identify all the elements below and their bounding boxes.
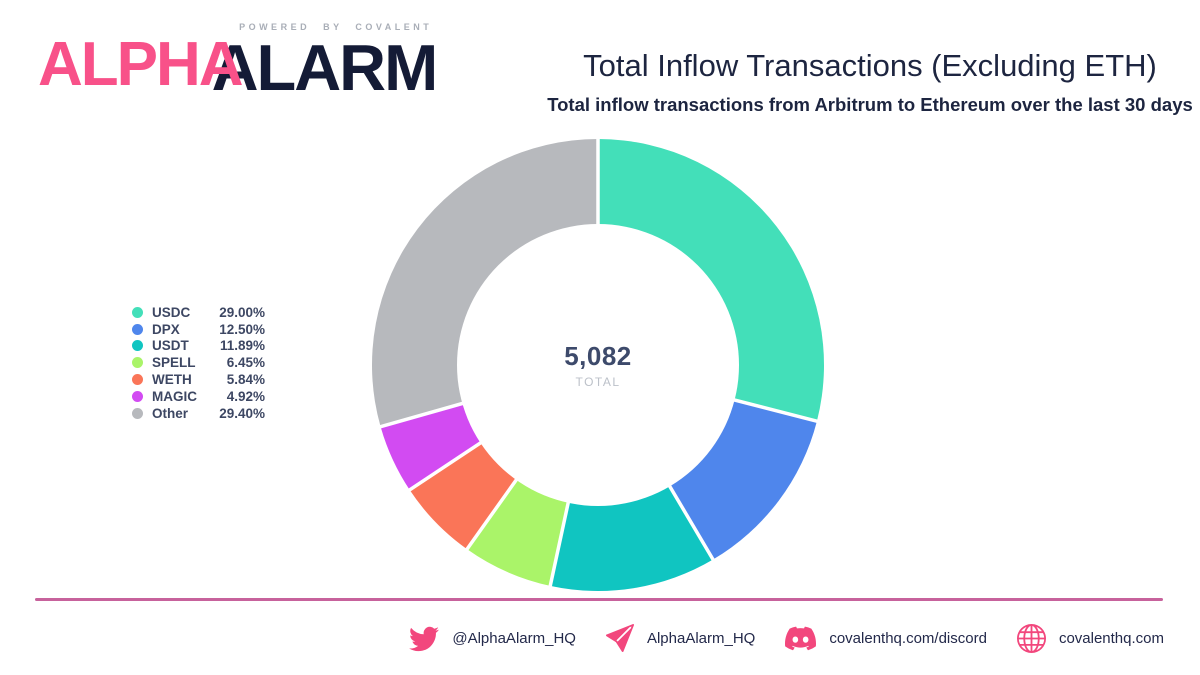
- page-subtitle: Total inflow transactions from Arbitrum …: [547, 94, 1193, 115]
- donut-hole: [457, 224, 739, 506]
- legend-label: USDC: [152, 304, 191, 320]
- legend-value: 5.84%: [226, 372, 265, 388]
- legend-swatch: [132, 407, 143, 419]
- legend-swatch: [132, 357, 143, 369]
- telegram-icon: [605, 624, 634, 652]
- legend-item-spell: SPELL 6.45%: [132, 354, 265, 371]
- twitter-handle: @AlphaAlarm_HQ: [452, 629, 576, 647]
- brand-logo: ALPHA POWERED BY COVALENT ALARM: [38, 22, 439, 104]
- donut-chart: [372, 136, 824, 591]
- legend-label: WETH: [152, 372, 192, 388]
- donut-chart-container: 5,082 TOTAL: [368, 135, 828, 595]
- powered-by-text: POWERED BY COVALENT: [239, 22, 433, 32]
- legend-swatch: [132, 323, 143, 335]
- discord-link[interactable]: covalenthq.com/discord: [785, 623, 987, 654]
- legend-label: DPX: [152, 321, 180, 337]
- footer-divider: [35, 598, 1163, 601]
- legend-value: 29.40%: [219, 405, 265, 421]
- legend-label: SPELL: [152, 355, 196, 371]
- legend-item-dpx: DPX 12.50%: [132, 321, 265, 338]
- page-title: Total Inflow Transactions (Excluding ETH…: [583, 48, 1157, 83]
- legend-value: 11.89%: [219, 338, 265, 354]
- legend-label: USDT: [152, 338, 189, 354]
- legend-item-magic: MAGIC 4.92%: [132, 388, 265, 405]
- legend-value: 12.50%: [219, 321, 265, 337]
- globe-icon: [1016, 623, 1046, 653]
- legend-swatch: [132, 306, 143, 318]
- legend-swatch: [132, 390, 143, 402]
- legend-item-weth: WETH 5.84%: [132, 371, 265, 388]
- legend-label: MAGIC: [152, 388, 197, 404]
- website-link[interactable]: covalenthq.com: [1016, 623, 1164, 653]
- legend-label: Other: [152, 405, 189, 421]
- legend-swatch: [132, 374, 143, 386]
- twitter-icon: [409, 626, 440, 652]
- website-url: covalenthq.com: [1058, 629, 1164, 647]
- legend-value: 4.92%: [226, 388, 265, 404]
- legend-item-other: Other 29.40%: [132, 405, 265, 422]
- logo-alarm-text: ALARM: [211, 31, 439, 104]
- legend: USDC 29.00% DPX 12.50% USDT 11.89% SPELL 6.45% W…: [132, 304, 265, 422]
- legend-item-usdt: USDT 11.89%: [132, 338, 265, 355]
- logo-alpha-text: ALPHA: [38, 30, 244, 99]
- telegram-handle: AlphaAlarm_HQ: [646, 629, 756, 647]
- legend-item-usdc: USDC 29.00%: [132, 304, 265, 321]
- title-block: Total Inflow Transactions (Excluding ETH…: [545, 48, 1195, 116]
- legend-swatch: [132, 340, 143, 352]
- twitter-link[interactable]: @AlphaAlarm_HQ: [409, 623, 576, 653]
- legend-value: 6.45%: [226, 355, 265, 371]
- discord-url: covalenthq.com/discord: [829, 629, 987, 647]
- footer-links: @AlphaAlarm_HQ AlphaAlarm_HQ covalenthq.…: [409, 620, 1164, 656]
- legend-value: 29.00%: [219, 304, 265, 320]
- telegram-link[interactable]: AlphaAlarm_HQ: [605, 624, 756, 652]
- discord-icon: [785, 626, 817, 650]
